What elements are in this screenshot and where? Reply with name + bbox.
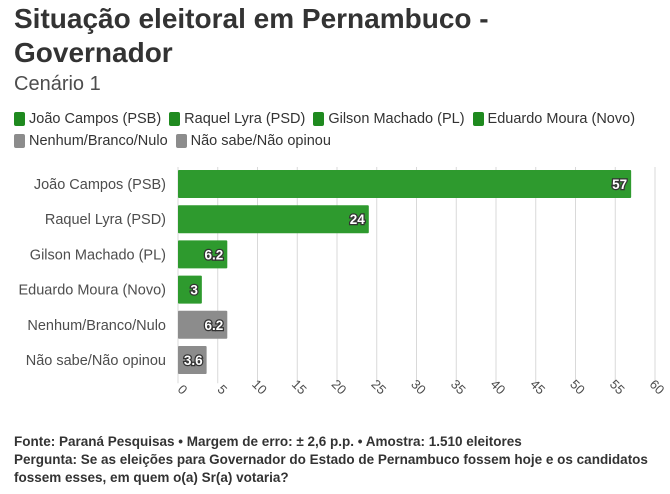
bar-chart: 57 24 6.2 3 6.2 3.6 João Campos (PSB) Raquel L… xyxy=(19,167,668,397)
bar xyxy=(178,205,369,234)
bar xyxy=(178,275,202,304)
bar-value-label: 3.6 xyxy=(184,353,203,368)
legend-item-raquel-lyra[interactable]: Raquel Lyra (PSD) xyxy=(169,110,305,128)
legend-label: Nenhum/Branco/Nulo xyxy=(29,133,168,149)
x-tick-label: 35 xyxy=(448,376,469,397)
legend-item-gilson-machado[interactable]: Gilson Machado (PL) xyxy=(313,110,465,128)
bars: 57 24 6.2 3 6.2 3.6 xyxy=(178,170,632,374)
category-label: Eduardo Moura (Novo) xyxy=(19,283,167,299)
legend-swatch xyxy=(175,134,187,148)
bar xyxy=(178,240,228,269)
bar xyxy=(178,170,632,198)
x-tick-label: 30 xyxy=(408,376,429,397)
legend-label: Não sabe/Não opinou xyxy=(190,133,331,149)
legend-item-joao-campos[interactable]: João Campos (PSB) xyxy=(14,110,161,128)
category-label: Gilson Machado (PL) xyxy=(30,247,166,263)
bar xyxy=(178,346,207,374)
legend-item-nenhum-branco-nulo[interactable]: Nenhum/Branco/Nulo xyxy=(14,132,168,150)
category-labels: João Campos (PSB) Raquel Lyra (PSD) Gilson… xyxy=(19,177,167,369)
x-tick-label: 25 xyxy=(368,376,389,397)
x-tick-label: 5 xyxy=(215,382,231,398)
category-label: Raquel Lyra (PSD) xyxy=(45,212,166,228)
x-tick-label: 0 xyxy=(175,382,191,398)
x-tick-label: 10 xyxy=(249,376,270,397)
legend-item-eduardo-moura[interactable]: Eduardo Moura (Novo) xyxy=(472,110,636,128)
x-tick-label: 55 xyxy=(607,376,628,397)
x-tick-label: 45 xyxy=(527,376,548,397)
legend-swatch xyxy=(14,134,25,148)
legend-swatch xyxy=(472,112,484,126)
chart-title: Situação eleitoral em Pernambuco - Gover… xyxy=(14,3,489,68)
legend-label: Gilson Machado (PL) xyxy=(328,111,465,127)
legend-label: Eduardo Moura (Novo) xyxy=(487,111,636,127)
grid-lines xyxy=(177,167,656,384)
x-axis-ticks: 0 5 10 15 20 25 30 35 40 45 50 55 60 xyxy=(175,376,668,397)
x-tick-label: 60 xyxy=(647,376,668,397)
bar-value-label: 57 xyxy=(612,177,627,192)
bar-value-label: 24 xyxy=(350,212,366,227)
chart-subtitle: Cenário 1 xyxy=(14,73,101,95)
category-label: Nenhum/Branco/Nulo xyxy=(27,318,166,334)
chart-footer: Fonte: Paraná Pesquisas • Margem de erro… xyxy=(14,433,659,487)
legend-swatch xyxy=(313,112,325,126)
legend-swatch xyxy=(169,112,181,126)
question-note: Pergunta: Se as eleições para Governador… xyxy=(14,452,648,485)
legend-item-nao-sabe[interactable]: Não sabe/Não opinou xyxy=(175,132,331,150)
bar-value-label: 6.2 xyxy=(205,247,224,262)
bar-value-label: 6.2 xyxy=(205,318,224,333)
category-label: João Campos (PSB) xyxy=(34,177,166,193)
legend-label: Raquel Lyra (PSD) xyxy=(184,111,306,127)
source-note: Fonte: Paraná Pesquisas • Margem de erro… xyxy=(14,434,522,449)
chart-legend: João Campos (PSB) Raquel Lyra (PSD) Gils… xyxy=(14,110,664,150)
x-tick-label: 20 xyxy=(329,376,350,397)
x-tick-label: 50 xyxy=(567,376,588,397)
bar-value-label: 3 xyxy=(190,283,198,298)
category-label: Não sabe/Não opinou xyxy=(26,353,166,369)
legend-swatch xyxy=(14,112,25,126)
x-tick-label: 15 xyxy=(289,376,310,397)
x-tick-label: 40 xyxy=(488,376,509,397)
bar xyxy=(178,310,228,339)
legend-label: João Campos (PSB) xyxy=(29,111,162,127)
